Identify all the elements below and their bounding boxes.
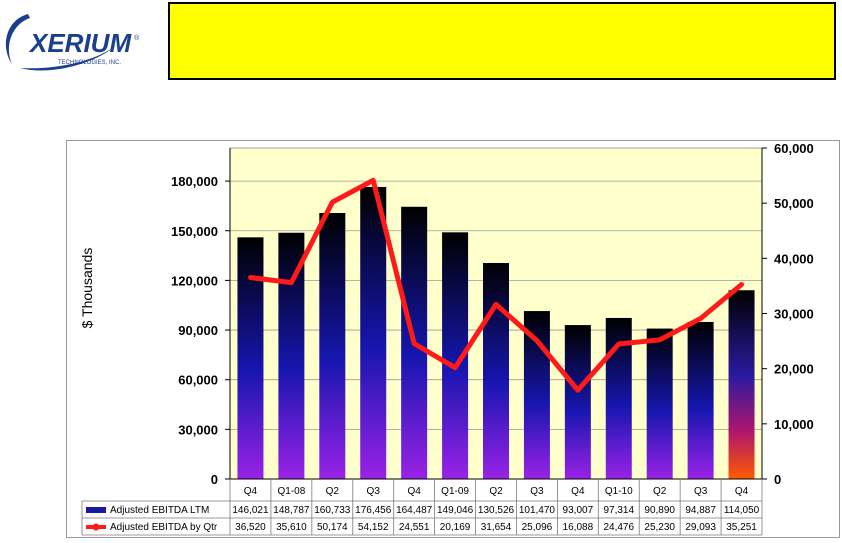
data-label: 54,152: [358, 522, 389, 533]
title-banner: [168, 2, 836, 80]
y-tick-label: 90,000: [178, 323, 218, 338]
logo-swoosh-icon: [20, 44, 118, 71]
data-label: 160,733: [314, 505, 351, 516]
data-label: 93,007: [563, 505, 594, 516]
data-label: 114,050: [724, 505, 760, 516]
bar: [687, 321, 714, 479]
bar: [523, 311, 550, 479]
y2-tick-label: 60,000: [774, 141, 814, 156]
line-point: [699, 317, 703, 321]
data-label: 36,520: [235, 522, 266, 533]
data-label: 35,251: [726, 522, 757, 533]
line-point: [658, 338, 662, 342]
data-label: 94,887: [685, 505, 716, 516]
data-label: 25,230: [644, 522, 675, 533]
logo-registered-mark: ®: [134, 34, 140, 42]
x-tick-label: Q4: [244, 486, 258, 497]
data-label: 50,174: [317, 522, 348, 533]
data-label: 149,046: [437, 505, 474, 516]
bar: [237, 237, 264, 479]
line-point: [576, 388, 580, 392]
legend-label: Adjusted EBITDA LTM: [110, 505, 209, 516]
xerium-logo: XERIUM ® TECHNOLOGIES, INC.: [5, 14, 140, 71]
data-label: 130,526: [478, 505, 515, 516]
data-label: 97,314: [603, 505, 634, 516]
logo-swoosh-icon: [5, 14, 30, 64]
x-tick-label: Q1-09: [441, 486, 469, 497]
y2-tick-label: 10,000: [774, 417, 814, 432]
x-tick-label: Q1-10: [605, 486, 633, 497]
y-tick-label: 150,000: [171, 224, 218, 239]
bar: [278, 232, 305, 479]
x-tick-label: Q3: [530, 486, 544, 497]
logo-wordmark: XERIUM: [28, 28, 132, 58]
data-label: 25,096: [522, 522, 553, 533]
bar: [319, 212, 346, 479]
data-label: 20,169: [440, 522, 471, 533]
data-label: 176,456: [355, 505, 392, 516]
y-tick-label: 120,000: [171, 273, 218, 288]
bar: [564, 325, 591, 479]
y-axis-label: $ Thousands: [79, 248, 95, 329]
line-point: [330, 200, 334, 204]
y-tick-label: 180,000: [171, 174, 218, 189]
data-label: 31,654: [481, 522, 512, 533]
bar: [646, 328, 673, 479]
bar: [360, 186, 387, 479]
x-tick-label: Q3: [694, 486, 708, 497]
line-point: [740, 283, 744, 287]
data-label: 35,610: [276, 522, 307, 533]
x-tick-label: Q1-08: [277, 486, 305, 497]
y2-tick-label: 20,000: [774, 362, 814, 377]
y2-tick-label: 50,000: [774, 196, 814, 211]
data-label: 164,487: [396, 505, 433, 516]
y-tick-label: 0: [211, 472, 218, 487]
line-point: [453, 366, 457, 370]
data-label: 16,088: [563, 522, 594, 533]
legend-key-marker: [92, 523, 100, 531]
line-point: [371, 178, 375, 182]
data-label: 90,890: [644, 505, 675, 516]
x-tick-label: Q3: [367, 486, 381, 497]
x-tick-label: Q2: [489, 486, 503, 497]
y-tick-label: 30,000: [178, 422, 218, 437]
line-point: [412, 342, 416, 346]
x-tick-label: Q4: [407, 486, 421, 497]
y2-tick-label: 0: [774, 472, 781, 487]
x-tick-label: Q4: [735, 486, 749, 497]
line-point: [494, 302, 498, 306]
data-label: 101,470: [519, 505, 556, 516]
data-label: 148,787: [273, 505, 310, 516]
y-tick-label: 60,000: [178, 373, 218, 388]
y2-tick-label: 40,000: [774, 251, 814, 266]
bar: [483, 262, 509, 479]
data-label: 24,476: [603, 522, 634, 533]
line-point: [535, 339, 539, 343]
data-label: 146,021: [232, 505, 269, 516]
legend-key-bar: [86, 507, 106, 513]
y2-tick-label: 30,000: [774, 307, 814, 322]
legend-label: Adjusted EBITDA by Qtr: [110, 522, 218, 533]
x-tick-label: Q4: [571, 486, 585, 497]
data-label: 24,551: [399, 522, 430, 533]
line-point: [289, 281, 293, 285]
x-tick-label: Q2: [326, 486, 340, 497]
line-point: [248, 276, 252, 280]
bar: [728, 290, 755, 479]
line-point: [617, 342, 621, 346]
logo-tagline: TECHNOLOGIES, INC.: [58, 60, 121, 66]
data-label: 29,093: [685, 522, 716, 533]
x-tick-label: Q2: [653, 486, 667, 497]
